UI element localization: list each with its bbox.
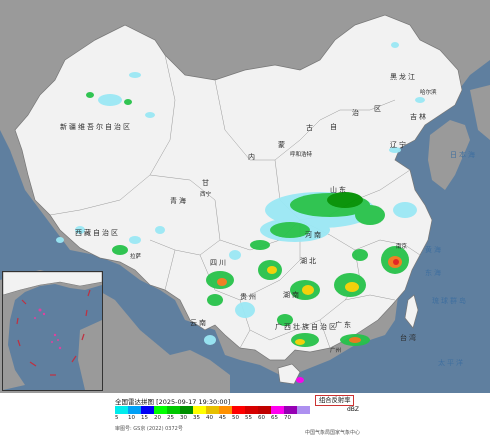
label-guangxi: 广西壮族自治区 (275, 323, 338, 331)
scale-tick: 20 (154, 415, 161, 421)
legend: 全国雷达拼图 [2025-09-17 19:30:00] 组合反射率 5 10 15… (0, 393, 490, 439)
label-jilin: 吉林 (410, 113, 428, 121)
label-east-sea: 东海 (425, 269, 443, 277)
scale-swatch (284, 406, 297, 414)
product-label: 组合反射率 (315, 395, 355, 406)
taiwan-island (404, 294, 419, 329)
scale-tick: 40 (206, 415, 213, 421)
hainan (277, 363, 301, 385)
label-sichuan: 四川 (210, 259, 228, 267)
korea-japan (428, 85, 490, 190)
label-imongolia-6: 区 (374, 105, 383, 113)
city-harbin: 哈尔滨 (420, 90, 437, 96)
label-yunnan: 云南 (190, 319, 208, 327)
scale-swatch (245, 406, 258, 414)
label-gansu: 甘 (202, 179, 211, 187)
scale-swatch (167, 406, 180, 414)
label-japan-sea: 日本海 (450, 151, 477, 159)
city-xining: 西宁 (200, 192, 212, 198)
scale-swatch (219, 406, 232, 414)
legend-title: 全国雷达拼图 [2025-09-17 19:30:00] (115, 398, 231, 406)
scale-tick: 60 (258, 415, 265, 421)
inset-islands (34, 308, 62, 350)
scale-tick: 55 (245, 415, 252, 421)
label-imongolia-4: 自 (330, 123, 339, 131)
label-guizhou: 贵州 (240, 293, 258, 301)
city-hohhot: 呼和浩特 (290, 152, 313, 158)
map-approval-number: 审图号: GS京 (2022) 0372号 (115, 426, 183, 432)
label-pacific: 太平洋 (438, 359, 465, 367)
label-henan: 河南 (305, 231, 323, 239)
label-liaoning: 辽宁 (390, 141, 408, 149)
scale-tick: 10 (128, 415, 135, 421)
label-tibet: 西藏自治区 (75, 229, 120, 237)
scale-swatch (115, 406, 128, 414)
label-hunan: 湖南 (283, 291, 301, 299)
nine-dash-line (16, 289, 91, 376)
scale-swatch (206, 406, 219, 414)
city-guangzhou: 广州 (330, 348, 342, 354)
label-hubei: 湖北 (300, 257, 318, 265)
radar-echoes (56, 42, 425, 383)
label-yellow-sea: 黄海 (425, 246, 443, 254)
label-ryukyu: 琉球群岛 (432, 297, 468, 305)
scale-ticks: 5 10 15 20 25 30 35 40 45 50 55 60 65 70 (115, 415, 297, 421)
scale-swatch (193, 406, 206, 414)
label-qinghai: 青海 (170, 197, 188, 205)
scale-swatch (128, 406, 141, 414)
city-lhasa: 拉萨 (130, 254, 142, 260)
scale-swatch (271, 406, 284, 414)
label-xinjiang: 新疆维吾尔自治区 (60, 123, 132, 131)
label-heilongjiang: 黑龙江 (390, 73, 417, 81)
scale-swatch (232, 406, 245, 414)
scale-tick: 65 (271, 415, 278, 421)
scale-swatch (154, 406, 167, 414)
scale-tick: 30 (180, 415, 187, 421)
label-imongolia-2: 蒙 (278, 141, 287, 149)
label-taiwan: 台湾 (400, 334, 418, 342)
scale-tick: 50 (232, 415, 239, 421)
scale-swatch (297, 406, 310, 414)
scale-tick: 45 (219, 415, 226, 421)
scale-tick: 70 (284, 415, 291, 421)
scale-tick: 5 (115, 415, 119, 421)
scale-swatch (180, 406, 193, 414)
label-imongolia-1: 内 (248, 153, 257, 161)
label-guangdong: 广东 (335, 321, 353, 329)
unit-label: dBZ (347, 406, 360, 413)
scale-swatch (141, 406, 154, 414)
map-credit: 中国气象局国家气象中心 (305, 430, 361, 436)
label-imongolia-5: 治 (352, 109, 361, 117)
scale-tick: 35 (193, 415, 200, 421)
label-shandong: 山东 (330, 186, 348, 194)
scale-tick: 25 (167, 415, 174, 421)
scale-swatch (258, 406, 271, 414)
label-imongolia-3: 古 (306, 124, 315, 132)
city-nanjing: 南京 (396, 244, 408, 250)
scale-tick: 15 (141, 415, 148, 421)
color-scale (115, 406, 310, 414)
